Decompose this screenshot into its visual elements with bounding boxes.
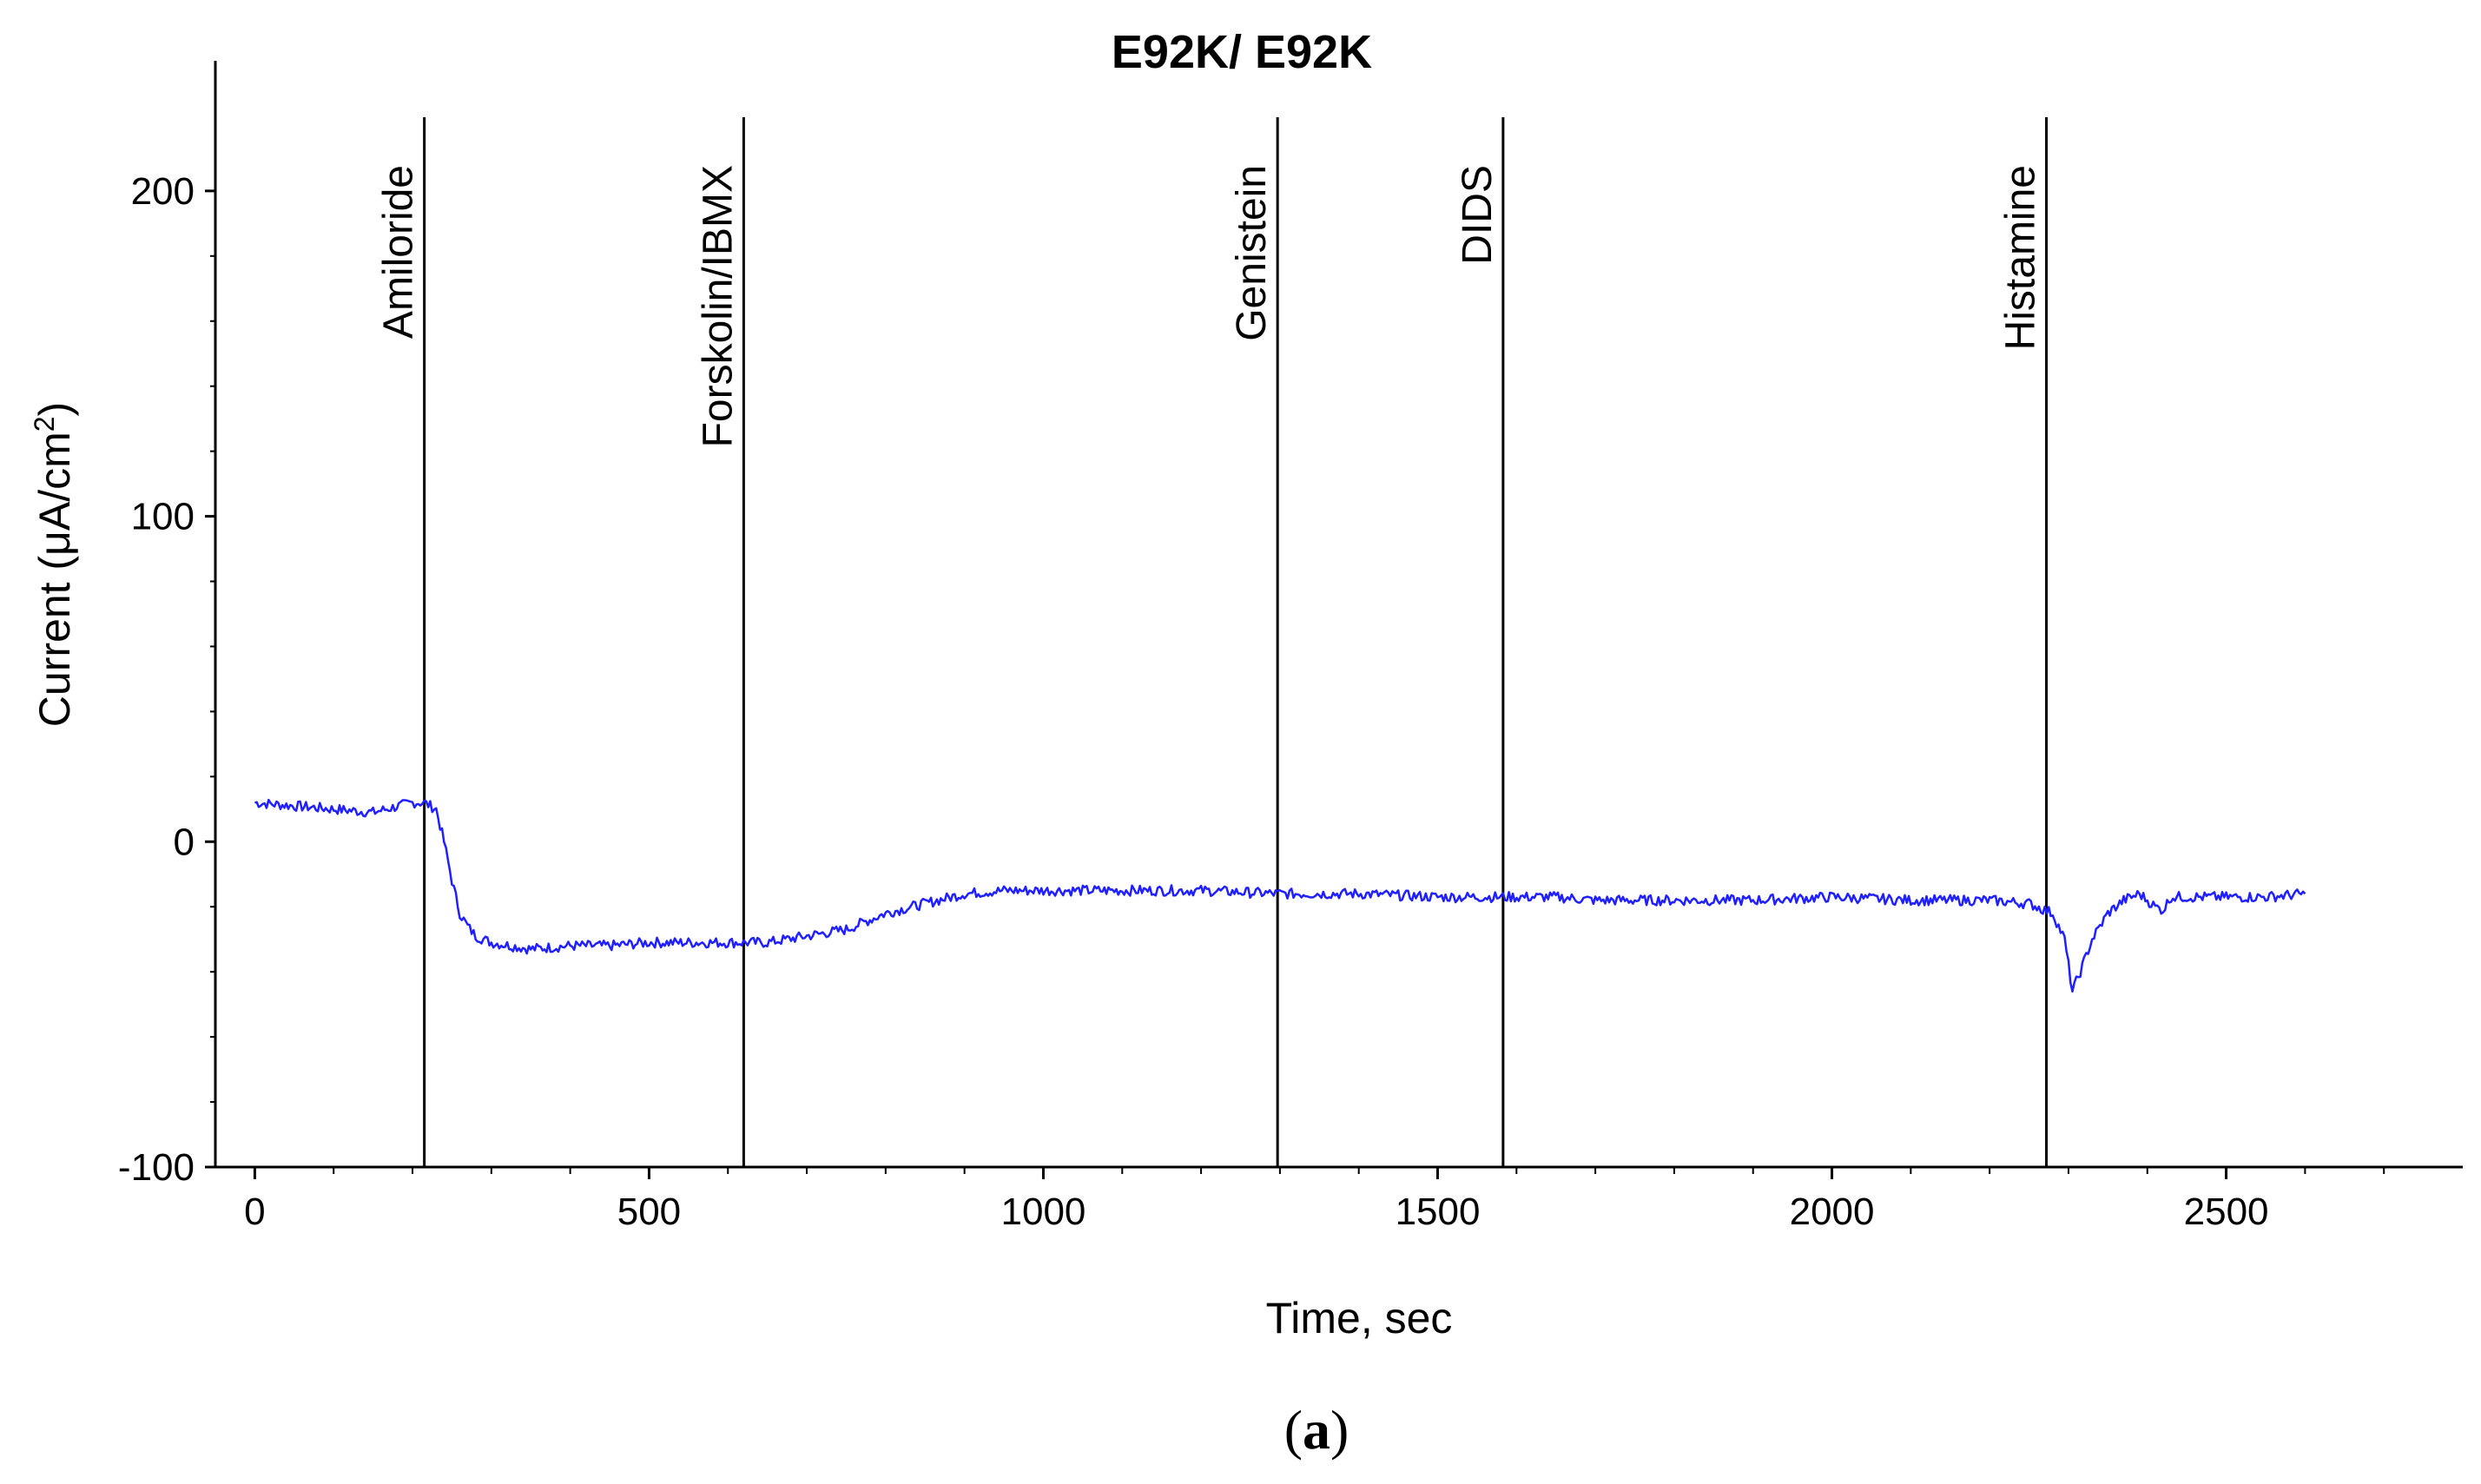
y-axis-label-close: ) <box>30 402 79 417</box>
event-label: Genistein <box>1229 165 1275 341</box>
event-label: Amiloride <box>376 165 422 339</box>
y-tick-label: 100 <box>131 496 195 538</box>
x-ticks: 0 500 1000 1500 2000 2500 <box>244 1167 2385 1233</box>
x-tick-label: 500 <box>617 1190 681 1233</box>
y-axis-label-main: Current (μA/cm <box>30 432 79 727</box>
panel-label: (a) <box>1284 1399 1349 1461</box>
y-axis-label: Current (μA/cm2) <box>29 402 79 727</box>
x-axis-label: Time, sec <box>1266 1294 1453 1342</box>
x-tick-label: 0 <box>244 1190 265 1233</box>
x-tick-label: 2500 <box>2184 1190 2269 1233</box>
x-tick-label: 1000 <box>1001 1190 1086 1233</box>
event-label: Histamine <box>1998 165 2044 350</box>
y-ticks: -100 0 100 200 <box>118 170 215 1189</box>
event-label: DIDS <box>1455 165 1501 265</box>
event-markers: Amiloride Forskolin/IBMX Genistein DIDS Hist… <box>376 117 2049 1167</box>
chart-title: E92K/ E92K <box>1112 26 1372 78</box>
panel-label-close: ) <box>1330 1399 1349 1461</box>
y-tick-label: 200 <box>131 170 195 213</box>
x-tick-label: 2000 <box>1790 1190 1875 1233</box>
panel-label-letter: a <box>1303 1399 1330 1461</box>
event-label: Forskolin/IBMX <box>695 165 741 447</box>
current-trace <box>254 798 2306 993</box>
y-tick-label: 0 <box>174 821 195 863</box>
y-axis-label-superscript: 2 <box>29 416 60 432</box>
x-tick-label: 1500 <box>1396 1190 1481 1233</box>
y-tick-label: -100 <box>118 1146 195 1189</box>
panel-label-open: ( <box>1284 1399 1303 1461</box>
